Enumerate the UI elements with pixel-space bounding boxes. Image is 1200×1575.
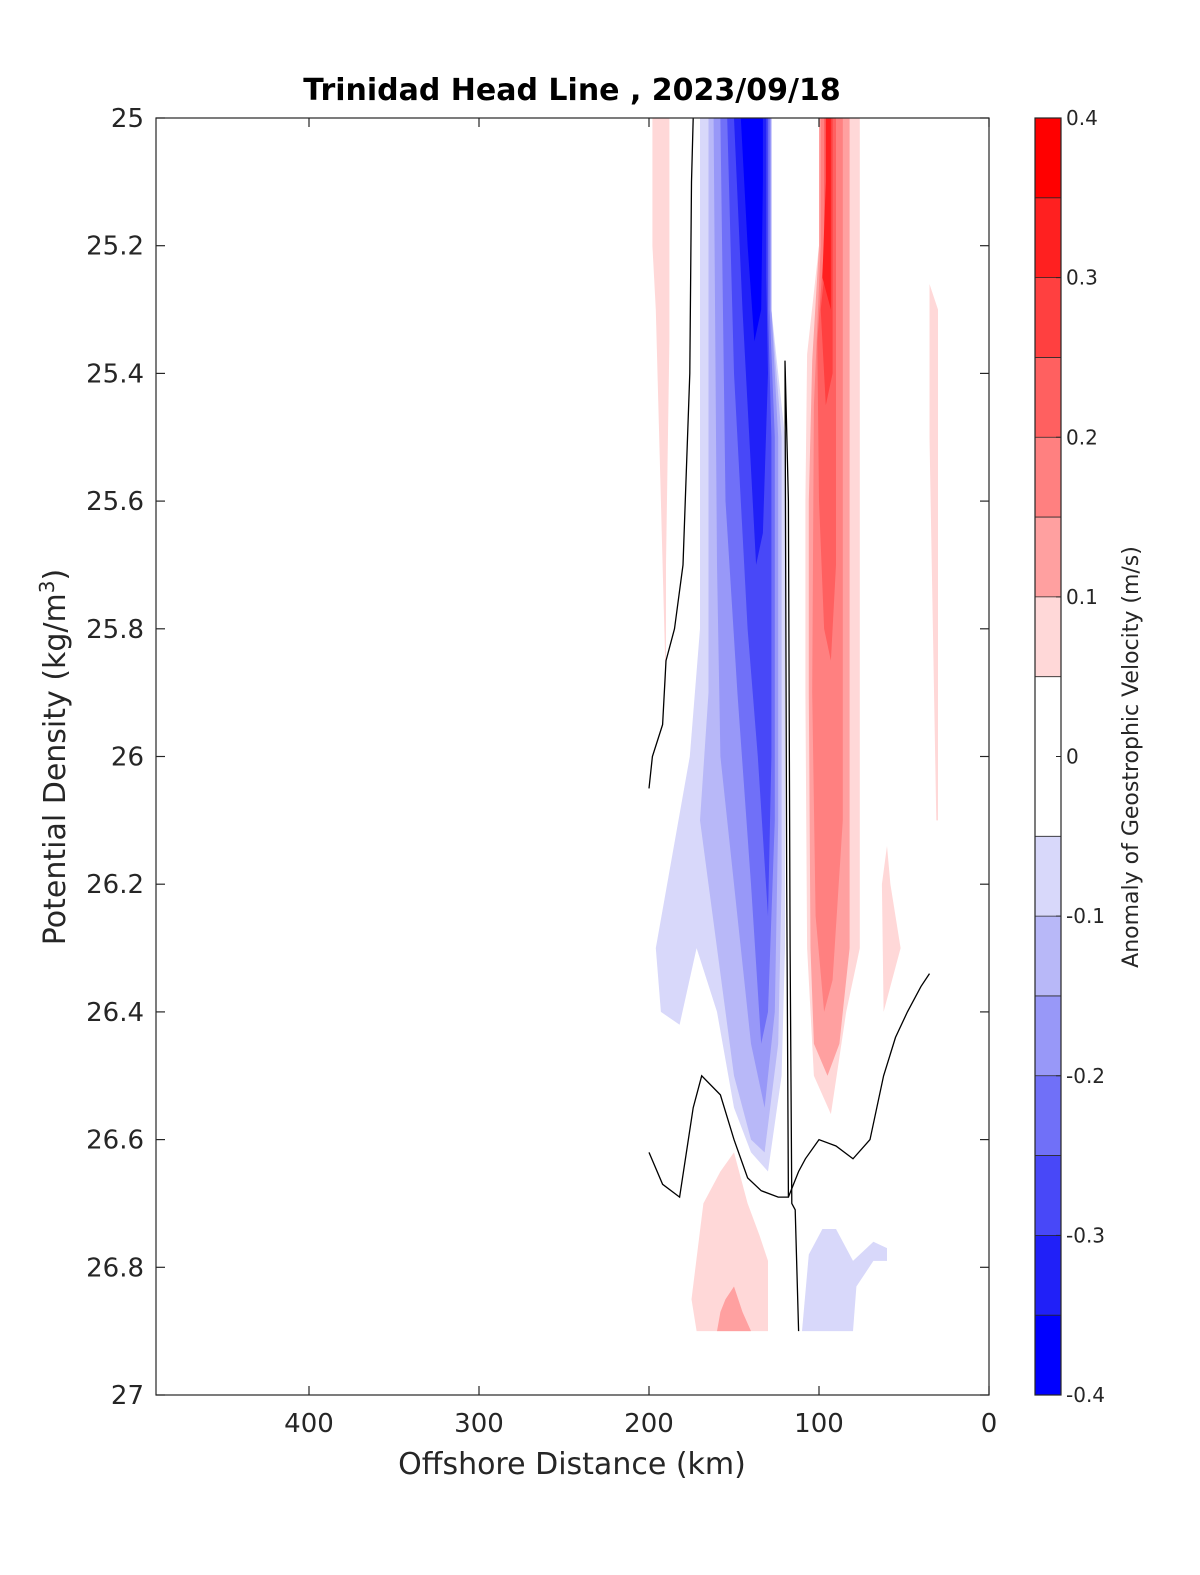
x-axis-title: Offshore Distance (km) [398,1447,746,1482]
x-tick-label: 0 [981,1409,998,1439]
contour-region-0 [652,118,670,693]
colorbar-band-8 [1035,836,1061,917]
y-axis-ticks: 25 25.2 25.4 25.6 25.8 26 26.2 26.4 26.6 26.8 27 [86,104,989,1411]
colorbar-band-9 [1035,916,1061,996]
y-tick-label: 25.8 [86,615,144,645]
colorbar-band-1 [1035,197,1061,278]
chart-title: Trinidad Head Line , 2023/09/18 [303,73,840,108]
colorbar-title: Anomaly of Geostrophic Velocity (m/s) [1119,546,1144,968]
zero-contour-line-2 [787,973,931,1198]
zero-contour-layer [648,118,931,1332]
y-axis-title-main: Potential Density (kg/m [38,593,73,945]
x-axis-ticks: 400 300 200 100 0 [284,118,997,1439]
y-tick-label: 26.2 [86,870,144,900]
colorbar-band-11 [1035,1075,1061,1156]
colorbar-tick-label: 0.1 [1066,585,1098,609]
y-tick-label: 25.6 [86,487,144,517]
y-tick-label: 26.8 [86,1253,144,1283]
contour-region-15 [740,118,763,342]
colorbar-tick-label: 0 [1066,745,1079,769]
colorbar-band-3 [1035,357,1061,438]
colorbar-tick-label: -0.3 [1066,1223,1105,1247]
y-tick-label: 26 [111,743,144,773]
y-tick-label: 25.2 [86,232,144,262]
x-tick-label: 100 [794,1409,844,1439]
zero-contour-line-1 [648,360,800,1332]
y-tick-label: 27 [111,1381,144,1411]
x-tick-label: 300 [454,1409,504,1439]
y-tick-label: 25.4 [86,359,144,389]
colorbar-band-4 [1035,437,1061,518]
y-axis-title-end: ) [38,569,73,581]
colorbar-band-12 [1035,1155,1061,1236]
colorbar-tick-label: 0.2 [1066,425,1098,449]
y-tick-label: 26.6 [86,1126,144,1156]
contour-region-17 [717,1286,751,1332]
colorbar-band-6 [1035,596,1061,677]
plot-background [156,118,989,1395]
x-tick-label: 200 [624,1409,674,1439]
colorbar-tick-label: 0.4 [1066,106,1098,130]
contour-region-2 [881,845,901,1012]
colorbar-tick-label: -0.4 [1066,1383,1105,1407]
y-tick-label: 25 [111,104,144,134]
y-axis-title-sup: 3 [35,580,59,593]
colorbar-band-14 [1035,1315,1061,1395]
colorbar-tick-label: 0.3 [1066,266,1098,290]
contour-region-18 [802,1229,887,1332]
colorbar-tick-label: -0.1 [1066,904,1105,928]
x-tick-label: 400 [284,1409,334,1439]
colorbar-band-0 [1035,118,1061,198]
colorbar-band-2 [1035,277,1061,358]
contour-fill-layer [652,118,938,1332]
zero-contour-line-0 [648,118,694,789]
colorbar-band-10 [1035,995,1061,1076]
colorbar-band-5 [1035,517,1061,597]
contour-region-16 [691,1152,768,1332]
colorbar-tick-label: -0.2 [1066,1064,1105,1088]
y-tick-label: 26.4 [86,998,144,1028]
y-axis-title: Potential Density (kg/m3) [35,569,73,945]
colorbar-band-13 [1035,1235,1061,1316]
colorbar: 0.4 0.3 0.2 0.1 0 -0.1 -0.2 -0.3 -0.4 [1034,106,1105,1407]
contour-region-1 [929,284,938,821]
contour-region-8 [822,118,831,310]
